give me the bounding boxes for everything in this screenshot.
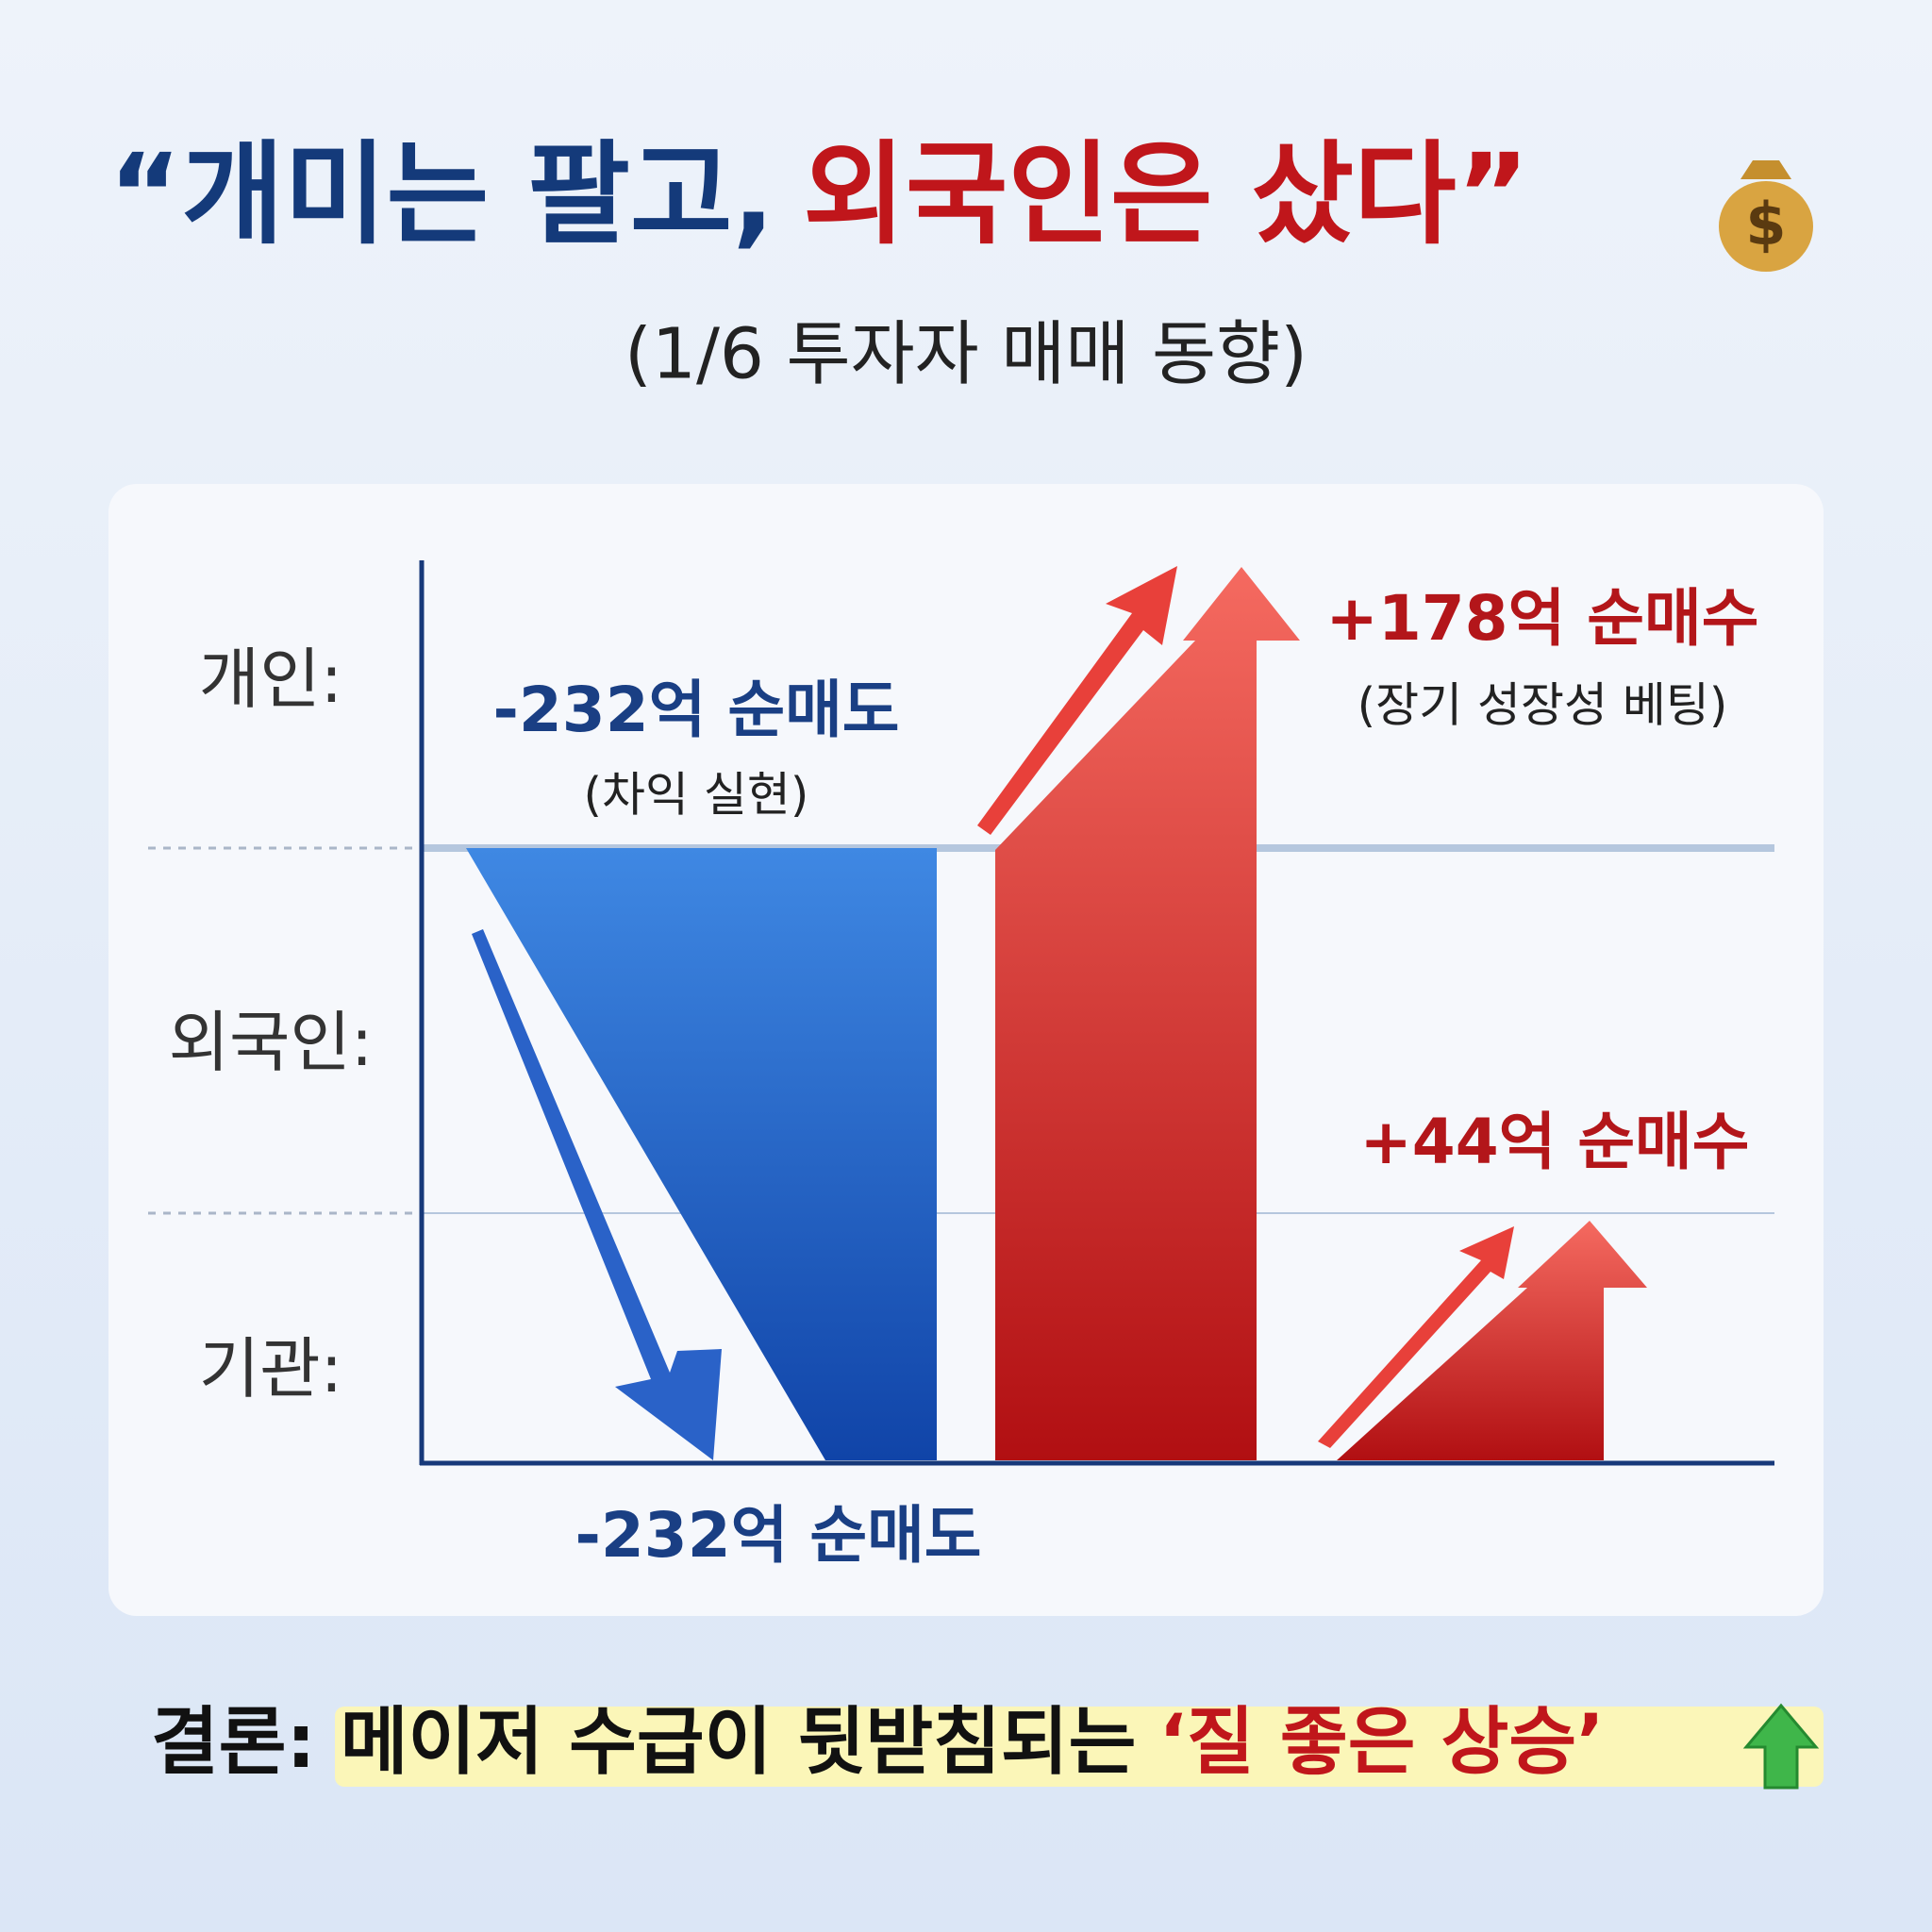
conclusion-highlight: ‘질 좋은 상승’ — [1158, 1700, 1604, 1785]
title-part: 외국인은 샀다” — [803, 129, 1529, 259]
down-arrow — [472, 929, 722, 1460]
conclusion-text: 메이저 수급이 뒷받침되는 — [341, 1700, 1137, 1785]
amount-label: +44억 순매수 — [1359, 1106, 1749, 1178]
row-label: 개인: — [199, 641, 342, 718]
svg-text:$: $ — [1745, 190, 1786, 258]
buy-shape — [995, 567, 1300, 1460]
panel — [108, 484, 1824, 1616]
up-arrow — [977, 566, 1177, 835]
conclusion: 결론: 메이저 수급이 뒷받침되는 ‘질 좋은 상승’ — [151, 1700, 1605, 1785]
amount-label: -232억 순매도 — [492, 674, 899, 746]
row-label: 기관: — [199, 1330, 342, 1407]
sell-shape — [466, 848, 937, 1460]
money-bag-icon: $ — [1719, 160, 1813, 272]
reason-label: (차익 실현) — [584, 768, 809, 823]
buy-shape — [1337, 1221, 1647, 1460]
reason-label: (장기 성장성 베팅) — [1357, 678, 1728, 733]
title-part: “개미는 팔고, — [108, 129, 774, 259]
amount-label: -232억 순매도 — [575, 1499, 981, 1572]
row-label: 외국인: — [169, 1004, 374, 1081]
subtitle: (1/6 투자자 매매 동향) — [625, 314, 1307, 395]
green-arrow — [1742, 1703, 1820, 1790]
conclusion-label: 결론: — [151, 1700, 316, 1785]
highlight-box — [335, 1707, 1824, 1787]
up-arrow — [1318, 1226, 1514, 1448]
amount-label: +178억 순매수 — [1326, 582, 1759, 655]
title: “개미는 팔고, 외국인은 샀다” — [108, 129, 1529, 259]
